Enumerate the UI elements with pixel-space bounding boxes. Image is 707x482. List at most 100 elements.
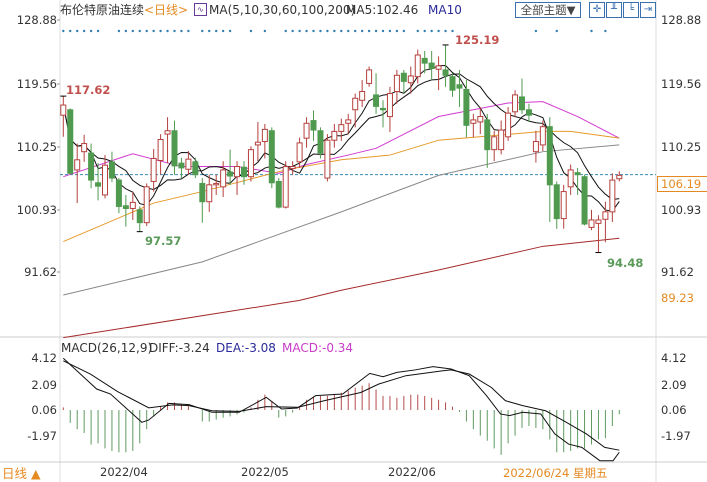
exit-icon[interactable]: ⇥ [640, 2, 656, 18]
candle-body [122, 205, 129, 209]
candle-body [171, 130, 178, 167]
marker-dot [555, 29, 558, 33]
candle-body [143, 186, 150, 224]
candle-body [157, 139, 164, 161]
marker-dot [444, 29, 447, 33]
candle-body [164, 130, 171, 135]
marker-dot [604, 29, 607, 33]
ma-params: MA(5,10,30,60,100,200) [209, 3, 356, 17]
candle-body [213, 182, 220, 186]
candle-body [310, 120, 317, 131]
candle-body [359, 91, 366, 101]
candle-body [338, 124, 345, 132]
candle-body [449, 76, 456, 91]
marker-dot [298, 29, 301, 33]
marker-dot [201, 29, 204, 33]
candle-body [220, 169, 227, 188]
ma10-line [62, 73, 620, 201]
candle-body [296, 142, 303, 163]
candle-body [595, 219, 602, 224]
candle-body [178, 162, 185, 169]
candle-body [373, 94, 380, 107]
candle-body [532, 141, 539, 153]
marker-dot [89, 29, 93, 33]
candle-body [546, 126, 553, 186]
marker-dot [395, 29, 399, 33]
period-toggle-button[interactable]: 日线 ▲ [2, 466, 41, 481]
price-label-right: 119.56 [661, 77, 702, 91]
period-label[interactable]: <日线> [144, 3, 189, 17]
candle-body [442, 69, 449, 76]
candle-body [505, 112, 512, 138]
candle-body [227, 171, 234, 177]
candle-body [366, 69, 373, 84]
indicator-icon[interactable]: ∿ [194, 3, 207, 16]
candle-body [560, 191, 567, 220]
macd-label-left: -1.97 [27, 429, 57, 443]
candle-body [477, 116, 484, 123]
candle-body [268, 130, 275, 184]
chart-icon-2[interactable]: ╘ [623, 2, 639, 18]
marker-dot [374, 29, 378, 33]
marker-dot [416, 29, 419, 33]
marker-dot [166, 29, 169, 33]
candle-body [456, 84, 463, 89]
macd-value: MACD:-0.34 [282, 341, 354, 355]
candle-body [380, 107, 386, 111]
annotation-peak: 125.19 [455, 33, 500, 47]
marker-dot [381, 29, 385, 33]
ma5-value: MA5:102.46 [346, 3, 419, 17]
price-label-right: 100.93 [661, 203, 702, 217]
marker-dot [228, 29, 232, 33]
marker-dot [326, 29, 329, 33]
price-label-right: 110.25 [661, 140, 702, 154]
marker-dot [360, 29, 364, 33]
candle-body [67, 109, 74, 174]
macd-diff: DIFF:-3.24 [149, 341, 210, 355]
chart-icon-1[interactable]: ╨ [606, 2, 622, 18]
marker-dot [333, 29, 336, 33]
marker-dot [215, 29, 218, 33]
macd-label-left: 2.09 [31, 378, 57, 392]
candle-body [393, 74, 400, 93]
marker-dot [534, 29, 538, 33]
ma60-line [63, 130, 620, 243]
candle-body [574, 172, 581, 176]
candle-body [400, 72, 407, 82]
candle-body [463, 88, 470, 126]
candle-body [616, 174, 623, 180]
marker-dot [388, 29, 392, 33]
ma100-line [63, 144, 620, 296]
candle-body [192, 161, 199, 176]
candle-body [331, 130, 338, 141]
cursor-date-label: 2022/06/24 星期五 [503, 466, 608, 480]
candle-body [206, 184, 213, 203]
candle-body [414, 54, 421, 78]
marker-dot [82, 29, 86, 33]
dea-line [63, 360, 620, 451]
marker-dot [590, 29, 593, 33]
marker-dot [430, 29, 433, 33]
candle-body [567, 169, 574, 188]
candle-body [254, 141, 261, 146]
price-label-left: 128.88 [16, 13, 57, 27]
current-price-label: 106.19 [657, 176, 707, 192]
macd-label-right: 2.09 [661, 378, 687, 392]
macd-label-left: 0.06 [31, 403, 57, 417]
lower-price-label: 89.23 [661, 291, 694, 305]
marker-dot [180, 29, 183, 33]
candle-body [386, 93, 393, 118]
date-label: 2022/06 [388, 465, 436, 479]
candle-body [519, 96, 525, 111]
crosshair-icon[interactable]: ✛ [589, 2, 605, 18]
annotation-low: 97.57 [145, 234, 182, 248]
marker-dot [152, 29, 155, 33]
marker-dot [221, 29, 225, 33]
candle-body [115, 179, 122, 207]
candle-body [88, 152, 95, 181]
marker-dot [124, 29, 128, 33]
marker-dot [76, 29, 79, 33]
date-label: 2022/04 [100, 465, 148, 479]
theme-dropdown-button[interactable]: 全部主题▼ [515, 2, 581, 18]
